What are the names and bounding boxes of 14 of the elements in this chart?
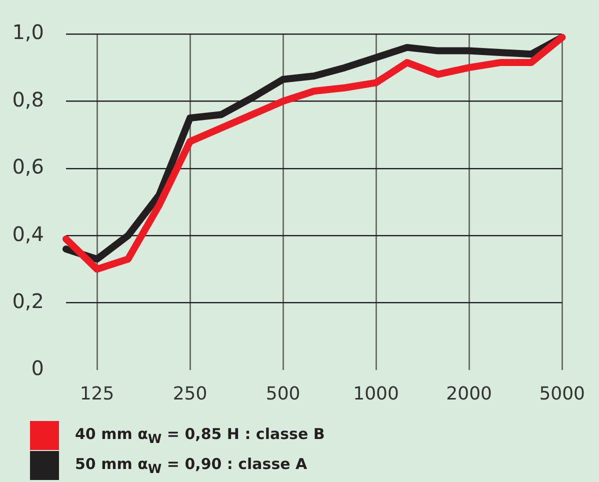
y-tick-label: 0,4 bbox=[12, 222, 44, 246]
legend-label: 40 mm α$_{W}$ = 0,85 H : classe B bbox=[75, 424, 325, 446]
legend-label: 50 mm α$_{W}$ = 0,90 : classe A bbox=[75, 454, 308, 476]
y-tick-label: 1,0 bbox=[12, 20, 44, 44]
y-tick-label: 0,8 bbox=[12, 87, 44, 112]
y-tick-label: 0,2 bbox=[12, 289, 44, 314]
y-tick-label: 0,6 bbox=[12, 154, 44, 179]
x-tick-label: 125 bbox=[80, 383, 114, 404]
x-tick-label: 1000 bbox=[353, 383, 399, 404]
x-tick-label: 250 bbox=[172, 383, 208, 404]
x-tick-label: 5000 bbox=[539, 383, 585, 404]
y-tick-label: 0 bbox=[31, 356, 44, 380]
x-tick-label: 500 bbox=[266, 383, 300, 404]
x-tick-label: 2000 bbox=[446, 383, 492, 404]
